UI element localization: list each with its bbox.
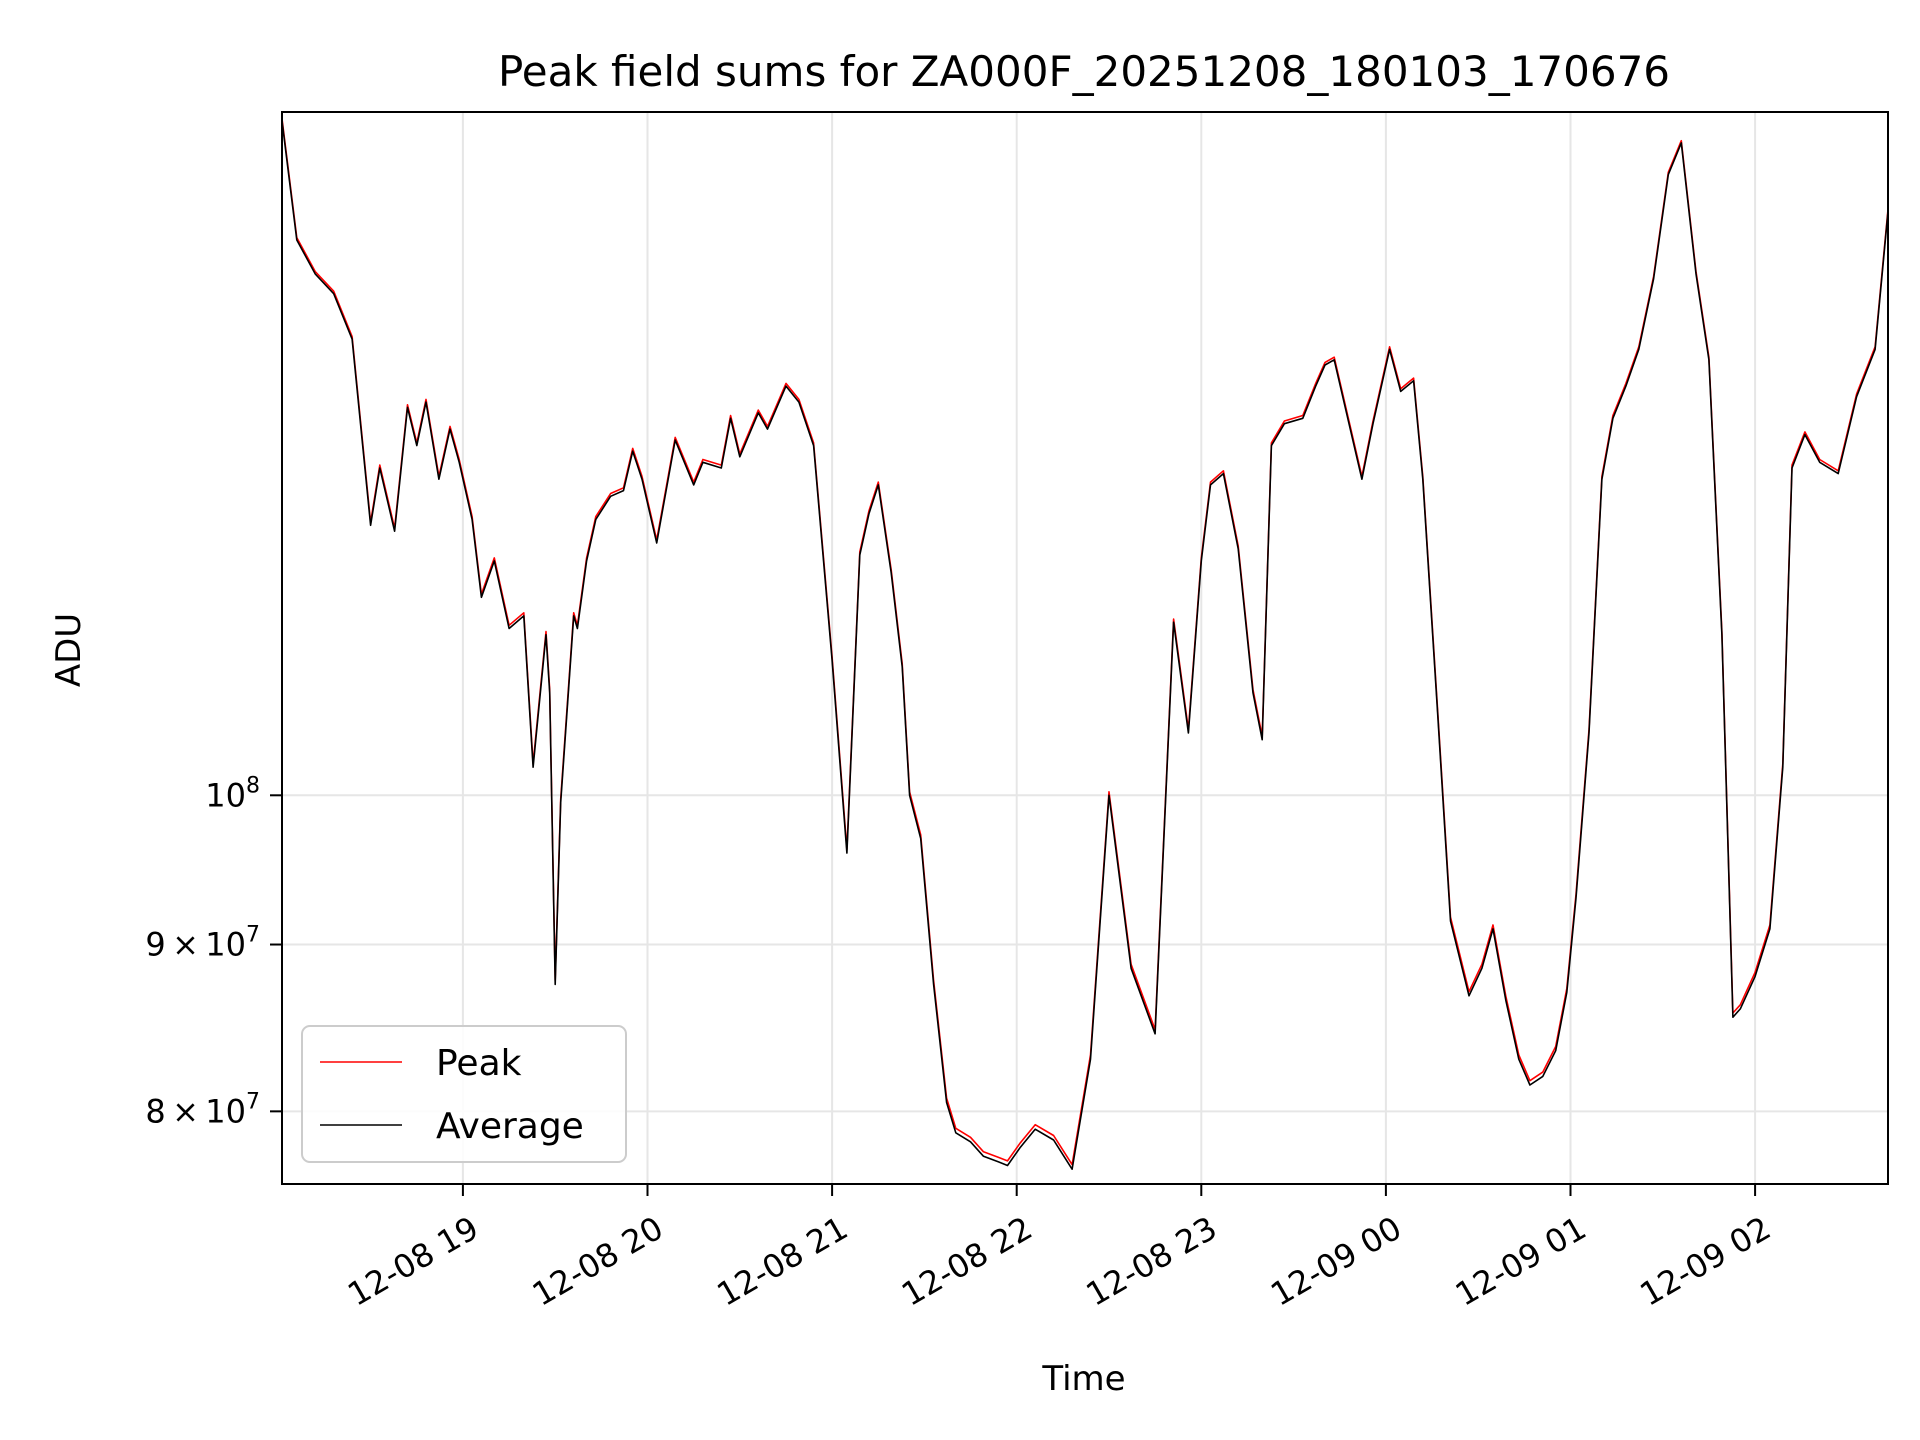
legend-label-peak: Peak [436,1043,522,1084]
y-tick-label: 8 × 107 [145,1089,260,1130]
y-tick-label: 108 [205,773,260,814]
y-axis: 8 × 107 9 × 107 108 [145,773,282,1130]
grid [282,112,1888,1184]
plot-area-frame [281,111,1889,1185]
legend-label-average: Average [436,1106,584,1147]
y-tick-label: 9 × 107 [145,923,260,964]
y-axis-title: ADU [49,613,89,687]
legend: Peak Average [301,1025,627,1163]
series-layer [281,118,1889,1170]
x-axis-title: Time [1041,1359,1125,1399]
legend-box [301,1025,627,1163]
chart-title: Peak field sums for ZA000F_20251208_1801… [498,47,1670,96]
series-line-average [281,120,1889,1170]
